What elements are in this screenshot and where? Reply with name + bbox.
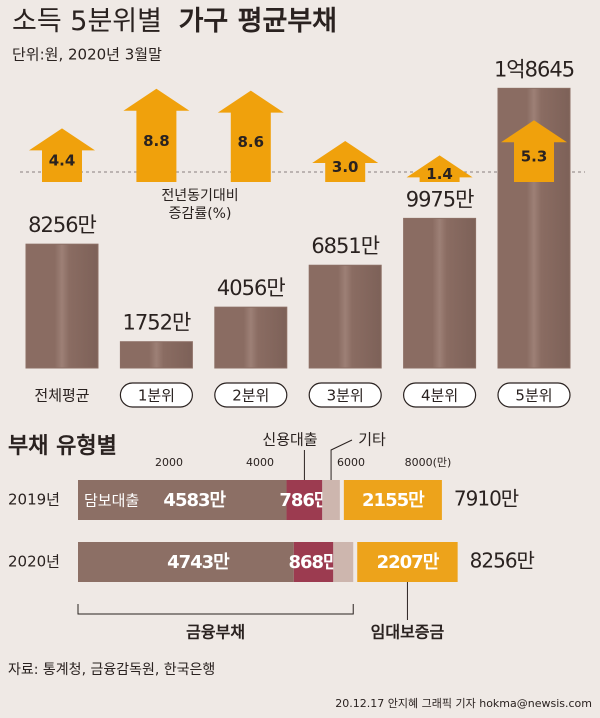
x-tick-label: 4000 bbox=[246, 456, 274, 469]
x-tick-label: 1분위 bbox=[138, 387, 175, 405]
credit: 20.12.17 안지혜 그래픽 기자 hokma@newsis.com bbox=[335, 697, 592, 710]
y-tick-label: 2020년 bbox=[8, 553, 60, 571]
total-label: 7910만 bbox=[454, 487, 519, 511]
bar-segment bbox=[286, 480, 323, 520]
bar-segment bbox=[78, 480, 287, 520]
bracket bbox=[77, 604, 354, 615]
rate-arrow bbox=[123, 88, 190, 182]
bar bbox=[403, 217, 477, 369]
total-label: 8256만 bbox=[470, 549, 535, 573]
x-tick-label: 전체평균 bbox=[34, 387, 89, 405]
annotation: 증감률(%) bbox=[169, 206, 232, 222]
rate-label: 4.4 bbox=[49, 152, 76, 170]
category-pill bbox=[497, 382, 571, 408]
segment-value-label: 4743만 bbox=[167, 552, 230, 573]
annotation: 전년동기대비 bbox=[161, 188, 238, 204]
chart-title: 부채 유형별 bbox=[8, 434, 117, 459]
bar bbox=[214, 306, 288, 369]
source: 자료: 통계청, 금융감독원, 한국은행 bbox=[8, 662, 215, 678]
x-tick-label: 4분위 bbox=[421, 387, 458, 405]
segment-value-label: 786만 bbox=[279, 490, 331, 511]
category-pill bbox=[308, 382, 382, 408]
segment-value-label: 2155만 bbox=[362, 490, 425, 511]
rate-label: 3.0 bbox=[332, 158, 359, 176]
category-pill bbox=[119, 382, 194, 408]
legend-label: 기타 bbox=[358, 431, 386, 449]
bar-segment bbox=[333, 542, 354, 582]
bar-segment bbox=[357, 542, 458, 582]
x-tick-label: 6000 bbox=[337, 456, 365, 469]
bar-value-label: 6851만 bbox=[311, 234, 379, 258]
rate-label: 5.3 bbox=[521, 148, 548, 166]
leader-line bbox=[330, 439, 353, 480]
y-tick-label: 2019년 bbox=[8, 491, 60, 509]
segment-value-label: 868만 bbox=[288, 552, 340, 573]
segment-value-label: 4583만 bbox=[163, 490, 226, 511]
x-tick-label: 3분위 bbox=[327, 387, 364, 405]
category-pill bbox=[214, 382, 288, 408]
bar-segment bbox=[293, 542, 334, 582]
title-bold: 가구 평균부채 bbox=[179, 6, 337, 37]
rate-arrow bbox=[501, 120, 567, 182]
legend-label: 담보대출 bbox=[84, 492, 139, 510]
title: 소득 5분위별 가구 평균부채 bbox=[12, 6, 337, 37]
rate-label: 1.4 bbox=[426, 165, 453, 183]
x-tick-label: 5분위 bbox=[515, 387, 552, 405]
bar-segment bbox=[343, 480, 442, 520]
bar-value-label: 1752만 bbox=[123, 311, 191, 335]
legend-label: 임대보증금 bbox=[371, 623, 445, 642]
x-tick-label: 2분위 bbox=[232, 387, 269, 405]
x-tick-label: 8000(만) bbox=[405, 456, 452, 469]
rate-label: 8.8 bbox=[143, 132, 170, 150]
subtitle: 단위:원, 2020년 3월말 bbox=[12, 46, 162, 64]
rate-arrow bbox=[217, 90, 284, 182]
x-tick-label: 2000 bbox=[155, 456, 183, 469]
bar-value-label: 9975만 bbox=[406, 187, 474, 211]
bar bbox=[308, 264, 382, 369]
bar-segment bbox=[322, 480, 340, 520]
bar-segment bbox=[78, 542, 294, 582]
bar-value-label: 8256만 bbox=[28, 213, 96, 237]
annotation: 금융부채 bbox=[186, 623, 245, 642]
rate-arrow bbox=[406, 155, 473, 182]
rate-arrow bbox=[312, 141, 379, 182]
title-light: 소득 5분위별 bbox=[12, 6, 162, 37]
bar bbox=[25, 243, 99, 369]
category-pill bbox=[403, 382, 477, 408]
segment-value-label: 2207만 bbox=[377, 552, 440, 573]
rate-label: 8.6 bbox=[238, 133, 265, 151]
bar-value-label: 4056만 bbox=[217, 276, 285, 300]
legend-label: 신용대출 bbox=[262, 431, 317, 449]
bar bbox=[119, 341, 193, 369]
rate-arrow bbox=[29, 128, 95, 182]
bar-value-label: 1억8645 bbox=[494, 57, 574, 81]
